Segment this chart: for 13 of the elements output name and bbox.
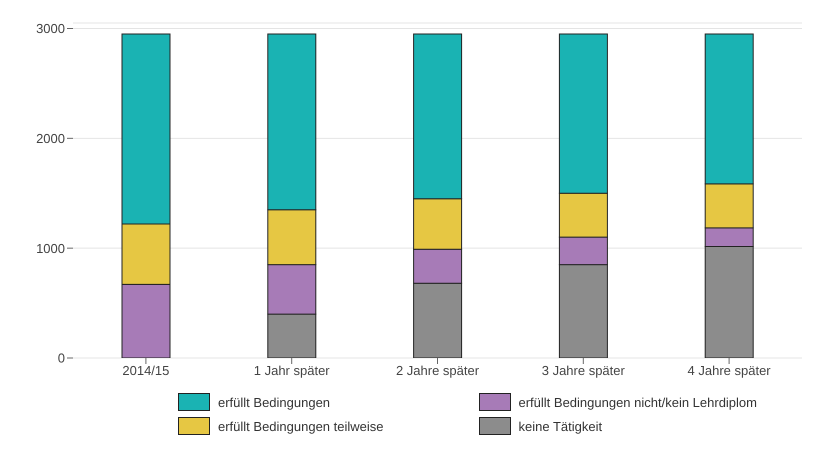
- legend-label: erfüllt Bedingungen nicht/kein Lehrdiplom: [518, 394, 757, 410]
- x-tick-label: 4 Jahre später: [688, 363, 772, 378]
- x-tick-label: 3 Jahre später: [542, 363, 626, 378]
- legend-label: erfüllt Bedingungen: [218, 394, 330, 410]
- y-tick-label: 2000: [36, 130, 65, 146]
- x-tick-label: 2 Jahre später: [396, 363, 480, 378]
- y-tick-label: 3000: [36, 21, 65, 36]
- legend-label: keine Tätigkeit: [518, 418, 602, 434]
- legend-label: erfüllt Bedingungen teilweise: [218, 418, 384, 434]
- y-tick-label: 0: [58, 350, 65, 366]
- x-tick-label: 2014/15: [122, 363, 170, 378]
- x-tick-label: 1 Jahr später: [254, 363, 330, 378]
- y-tick-label: 1000: [36, 240, 65, 256]
